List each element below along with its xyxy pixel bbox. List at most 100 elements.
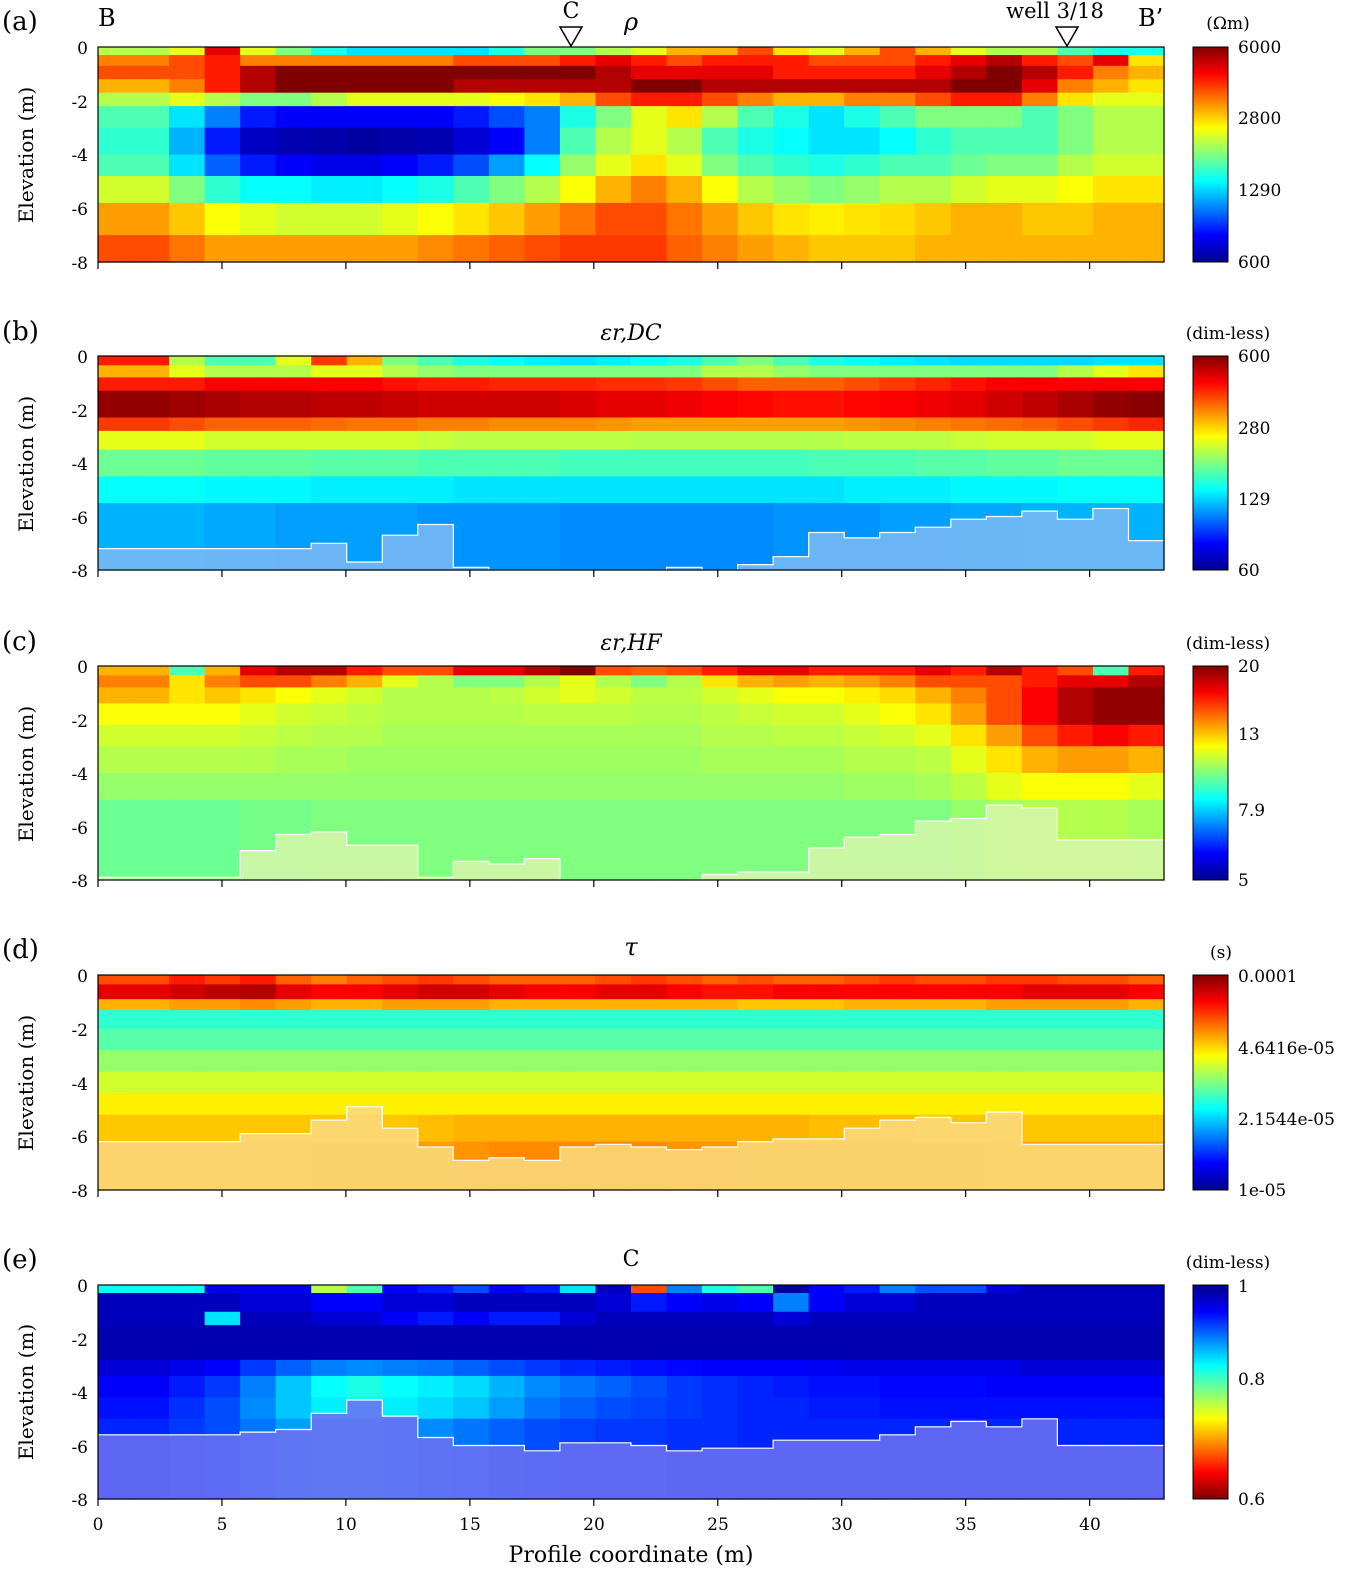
heatmap-cell xyxy=(275,92,312,107)
heatmap-cell xyxy=(1057,675,1094,688)
heatmap-cell xyxy=(595,1285,632,1294)
heatmap-cell xyxy=(915,1071,952,1094)
heatmap-cell xyxy=(595,1397,632,1420)
panel-a-label: (a) xyxy=(2,7,38,37)
heatmap-cell xyxy=(1021,92,1058,107)
panel-a-y-axis: 0 -2 -4 -6 -8 Elevation (m) xyxy=(14,39,88,274)
heatmap-cell xyxy=(879,1397,916,1420)
heatmap-cell xyxy=(595,1359,632,1377)
heatmap-cell xyxy=(98,1359,135,1377)
heatmap-cell xyxy=(986,975,1023,986)
heatmap-cell xyxy=(169,92,206,107)
heatmap-cell xyxy=(1057,1325,1094,1361)
heatmap-cell xyxy=(844,476,881,504)
heatmap-cell xyxy=(915,55,952,67)
heatmap-cell xyxy=(1128,1285,1165,1294)
y-axis-label: Elevation (m) xyxy=(14,1324,38,1460)
heatmap-cell xyxy=(666,1311,703,1326)
heatmap-cell xyxy=(133,1114,170,1143)
heatmap-cell xyxy=(98,703,135,726)
heatmap-cell xyxy=(950,703,987,726)
heatmap-cell xyxy=(737,746,774,774)
heatmap-cell xyxy=(204,154,241,177)
heatmap-cell xyxy=(133,176,170,204)
heatmap-cell xyxy=(1092,235,1130,263)
heatmap-cell xyxy=(311,365,348,378)
heatmap-cell xyxy=(737,1375,774,1398)
heatmap-cell xyxy=(524,55,561,67)
heatmap-cell xyxy=(950,356,987,366)
heatmap-cell xyxy=(382,703,419,726)
heatmap-cell xyxy=(524,1285,561,1294)
heatmap-cell xyxy=(240,55,277,67)
heatmap-cell xyxy=(524,92,561,107)
heatmap-cell xyxy=(702,666,739,676)
heatmap-cell xyxy=(737,1050,774,1073)
heatmap-cell xyxy=(453,1285,490,1294)
heatmap-cell xyxy=(559,417,597,432)
heatmap-cell xyxy=(346,154,383,177)
heatmap-cell xyxy=(1128,176,1165,204)
heatmap-cell xyxy=(915,176,952,204)
heatmap-cell xyxy=(1021,675,1058,688)
heatmap-cell xyxy=(773,1293,810,1313)
heatmap-cell xyxy=(169,202,206,236)
y-tick-label: -6 xyxy=(71,509,88,529)
y-tick-label: 0 xyxy=(77,348,88,368)
heatmap-cell xyxy=(986,476,1023,504)
heatmap-cell xyxy=(133,1359,170,1377)
heatmap-cell xyxy=(631,356,668,366)
heatmap-cell xyxy=(986,666,1023,676)
heatmap-cell xyxy=(595,799,632,881)
heatmap-cell xyxy=(950,65,987,80)
heatmap-cell xyxy=(1128,1028,1165,1051)
heatmap-cell xyxy=(311,65,348,80)
heatmap-cell xyxy=(1092,430,1130,451)
heatmap-cell xyxy=(808,975,845,986)
heatmap-cell xyxy=(631,1071,668,1094)
heatmap-cell xyxy=(666,1114,703,1143)
panel-e-cells xyxy=(98,1285,1165,1500)
heatmap-cell xyxy=(808,1009,845,1030)
heatmap-cell xyxy=(915,235,952,263)
heatmap-cell xyxy=(950,377,987,392)
heatmap-cell xyxy=(240,1325,277,1361)
heatmap-cell xyxy=(666,127,703,156)
heatmap-cell xyxy=(915,202,952,236)
heatmap-cell xyxy=(311,999,348,1011)
heatmap-cell xyxy=(986,1028,1023,1051)
heatmap-cell xyxy=(524,503,561,571)
heatmap-cell xyxy=(488,984,525,1000)
heatmap-cell xyxy=(595,154,632,177)
heatmap-cell xyxy=(737,55,774,67)
heatmap-cell xyxy=(737,1311,774,1326)
heatmap-cell xyxy=(737,1071,774,1094)
heatmap-cell xyxy=(737,390,774,419)
heatmap-cell xyxy=(417,746,454,774)
heatmap-cell xyxy=(879,984,916,1000)
heatmap-cell xyxy=(595,476,632,504)
heatmap-cell xyxy=(417,365,454,378)
heatmap-cell xyxy=(808,1114,845,1143)
heatmap-cell xyxy=(1128,984,1165,1000)
heatmap-cell xyxy=(986,1050,1023,1073)
heatmap-cell xyxy=(631,1359,668,1377)
heatmap-cell xyxy=(666,356,703,366)
y-tick-label: -6 xyxy=(71,200,88,220)
heatmap-cell xyxy=(311,79,348,94)
heatmap-cell xyxy=(595,55,632,67)
heatmap-cell xyxy=(417,235,454,263)
heatmap-cell xyxy=(98,202,135,236)
heatmap-cell xyxy=(986,92,1023,107)
heatmap-cell xyxy=(559,1375,597,1398)
heatmap-cell xyxy=(417,430,454,451)
heatmap-cell xyxy=(595,773,632,801)
heatmap-cell xyxy=(773,449,810,477)
heatmap-cell xyxy=(311,154,348,177)
heatmap-cell xyxy=(737,999,774,1011)
heatmap-cell xyxy=(702,176,739,204)
heatmap-cell xyxy=(1128,47,1165,56)
heatmap-cell xyxy=(524,1114,561,1143)
heatmap-cell xyxy=(98,476,135,504)
heatmap-cell xyxy=(1057,687,1094,705)
